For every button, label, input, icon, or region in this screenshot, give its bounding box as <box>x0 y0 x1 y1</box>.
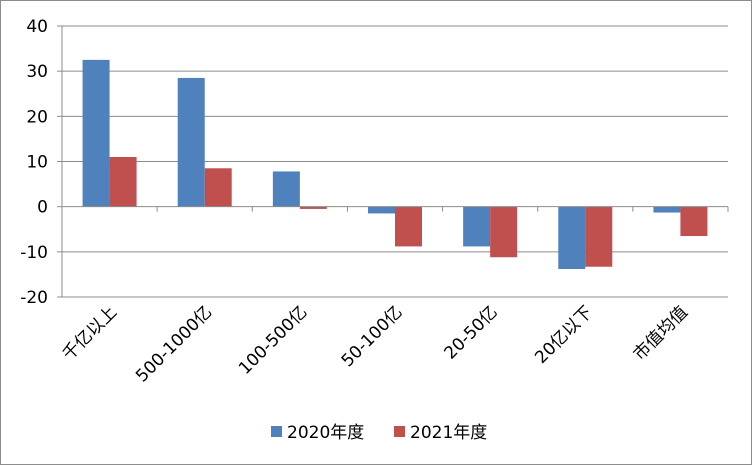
x-tick-label: 100-500亿 <box>235 302 311 378</box>
x-tick-label: 20-50亿 <box>441 302 502 363</box>
bar-series2-4 <box>395 206 422 247</box>
bar-series2-7 <box>680 206 708 237</box>
x-tick-labels: 千亿以上 500-1000亿 100-500亿 50-100亿 20-50亿 20亿以下市… <box>59 302 692 386</box>
y-tick-labels: -20 -10 0 10 20 30 40 <box>20 17 48 308</box>
y-tick-label: 10 <box>26 153 48 173</box>
legend-swatch <box>394 426 405 437</box>
bar-series2-2 <box>204 168 232 207</box>
y-tick-label: 20 <box>26 107 48 127</box>
legend-swatch <box>271 426 282 437</box>
y-tick-label: 30 <box>26 62 48 82</box>
legend-label: 2020年度 <box>287 423 364 443</box>
gridlines <box>62 25 728 298</box>
bar-series2-3 <box>299 206 327 209</box>
x-tick-label: 50-100亿 <box>338 302 407 371</box>
bar-series1-6 <box>558 206 586 269</box>
axes <box>57 25 729 298</box>
x-tick-label: 20亿以下 <box>531 302 597 368</box>
bar-series1-3 <box>272 171 300 207</box>
x-tick-label: 千亿以上 <box>59 302 121 364</box>
y-tick-label: 40 <box>26 17 48 37</box>
x-tick-label: 500-1000亿 <box>132 302 216 386</box>
bar-series1-2 <box>177 77 205 207</box>
legend-label: 2021年度 <box>410 423 487 443</box>
legend: 2020年度 2021年度 <box>271 423 487 443</box>
bars <box>82 59 708 269</box>
bar-series1-5 <box>463 206 491 247</box>
bar-series2-5 <box>490 206 518 258</box>
y-tick-label: -10 <box>20 243 48 263</box>
bar-series1-4 <box>368 206 395 214</box>
bar-series2-6 <box>585 206 613 267</box>
bar-series2-1 <box>109 156 137 207</box>
bar-series1-1 <box>82 59 110 207</box>
y-tick-label: 0 <box>37 198 48 218</box>
y-tick-label: -20 <box>20 288 48 308</box>
x-tick-label: 市值均值 <box>630 302 692 364</box>
bar-series1-7 <box>653 206 681 213</box>
